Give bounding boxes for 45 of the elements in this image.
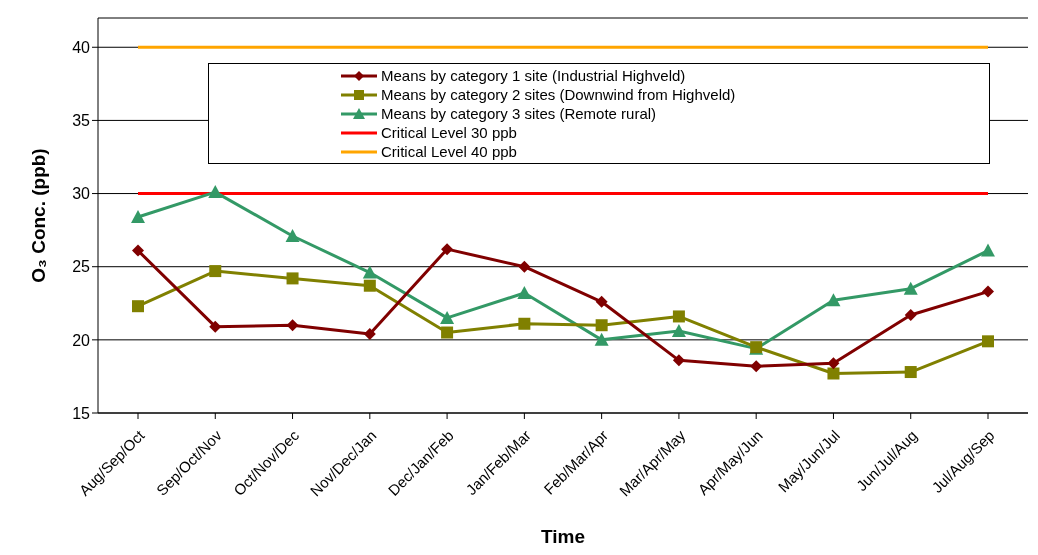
point [362, 265, 377, 279]
point [441, 326, 454, 339]
point [132, 300, 144, 313]
legend-label: Means by category 2 sites (Downwind from Highveld) [381, 86, 736, 103]
point [518, 260, 531, 273]
point [671, 324, 686, 338]
point [595, 295, 608, 308]
y-axis-title: O₃ Conc. (ppb) [27, 148, 49, 283]
point [209, 265, 222, 278]
point [363, 328, 376, 340]
point [363, 279, 376, 292]
point [132, 244, 144, 257]
legend-label: Means by category 3 sites (Remote rural) [381, 105, 657, 122]
point [672, 310, 685, 323]
point [440, 310, 455, 324]
y-tick-label: 20 [72, 331, 91, 349]
point [827, 367, 840, 380]
point [595, 319, 608, 332]
y-tick-label: 40 [72, 38, 91, 56]
point [594, 332, 609, 346]
y-tick-label: 35 [72, 112, 91, 130]
legend-label: Critical Level 30 ppb [381, 124, 517, 141]
point [672, 354, 685, 367]
point [904, 366, 917, 379]
point [827, 357, 840, 370]
legend-label: Critical Level 40 ppb [381, 143, 517, 160]
point [982, 335, 994, 348]
x-axis-title: Time [540, 526, 586, 547]
y-tick-label: 15 [72, 404, 91, 422]
point [286, 272, 299, 285]
y-tick-label: 25 [72, 258, 91, 276]
point [208, 185, 223, 199]
point [981, 243, 995, 257]
point [750, 360, 763, 373]
legend-label: Means by category 1 site (Industrial Highveld) [381, 67, 686, 84]
point [285, 228, 300, 242]
point [441, 243, 454, 256]
y-tick-label: 30 [72, 185, 91, 203]
point [131, 209, 145, 223]
point [903, 281, 918, 295]
point [904, 308, 917, 321]
point [517, 286, 532, 300]
point [518, 317, 531, 330]
point [826, 293, 841, 307]
point [982, 285, 994, 298]
